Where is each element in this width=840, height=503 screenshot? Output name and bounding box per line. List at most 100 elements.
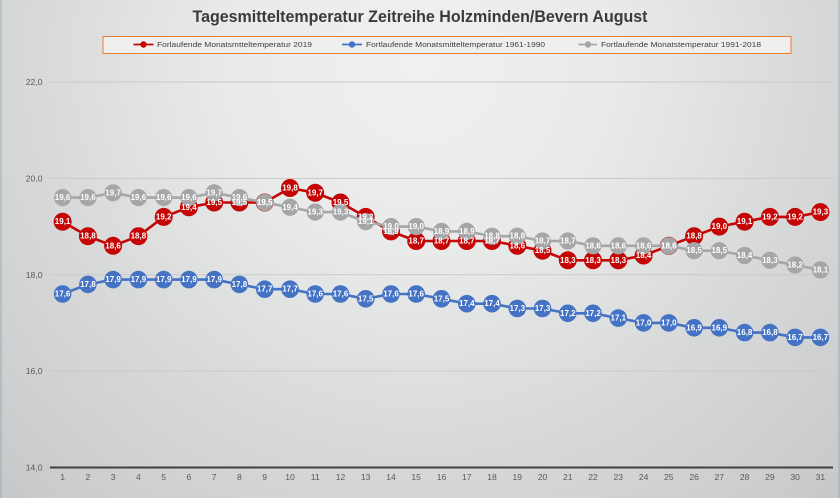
svg-text:19,0: 19,0	[712, 222, 728, 231]
svg-text:18,8: 18,8	[131, 232, 147, 241]
svg-text:21: 21	[563, 472, 573, 482]
svg-text:19,1: 19,1	[55, 217, 71, 226]
svg-text:18,1: 18,1	[813, 265, 829, 274]
svg-text:19: 19	[513, 472, 523, 482]
svg-text:17,1: 17,1	[611, 314, 627, 323]
svg-text:19,5: 19,5	[257, 198, 273, 207]
svg-text:18,7: 18,7	[459, 237, 475, 246]
svg-text:15: 15	[411, 472, 421, 482]
svg-text:18,7: 18,7	[535, 237, 551, 246]
svg-text:19,5: 19,5	[206, 198, 222, 207]
svg-text:18,4: 18,4	[737, 251, 753, 260]
svg-text:16,9: 16,9	[712, 323, 728, 332]
svg-text:17,7: 17,7	[257, 285, 273, 294]
svg-text:17,3: 17,3	[535, 304, 551, 313]
svg-text:19,5: 19,5	[257, 198, 273, 207]
svg-text:17,7: 17,7	[282, 285, 298, 294]
svg-text:19,2: 19,2	[156, 212, 172, 221]
svg-text:18,6: 18,6	[661, 241, 677, 250]
svg-text:18,7: 18,7	[484, 237, 500, 246]
svg-text:18,7: 18,7	[408, 237, 424, 246]
svg-text:18,9: 18,9	[459, 227, 475, 236]
svg-text:18,5: 18,5	[712, 246, 728, 255]
svg-text:Forlaufende Monatsmtteltempera: Forlaufende Monatsmtteltemperatur 2019	[157, 40, 312, 49]
svg-text:18,3: 18,3	[560, 256, 576, 265]
svg-text:18,5: 18,5	[686, 246, 702, 255]
svg-text:17,9: 17,9	[181, 275, 197, 284]
svg-text:22: 22	[588, 472, 598, 482]
svg-text:1: 1	[60, 472, 65, 482]
svg-text:18: 18	[487, 472, 497, 482]
svg-text:7: 7	[212, 472, 217, 482]
svg-text:17,4: 17,4	[484, 299, 500, 308]
svg-text:19,2: 19,2	[358, 212, 374, 221]
svg-text:14,0: 14,0	[26, 463, 43, 473]
svg-text:18,4: 18,4	[636, 251, 652, 260]
svg-text:23: 23	[614, 472, 624, 482]
svg-text:17,2: 17,2	[560, 309, 576, 318]
svg-text:14: 14	[386, 472, 396, 482]
svg-text:16: 16	[437, 472, 447, 482]
svg-text:19,7: 19,7	[206, 188, 222, 197]
svg-text:17,9: 17,9	[105, 275, 121, 284]
svg-text:20,0: 20,0	[26, 173, 43, 183]
svg-text:19,2: 19,2	[762, 212, 778, 221]
svg-text:16,9: 16,9	[686, 323, 702, 332]
svg-text:Fortlaufende Monatstemperatur: Fortlaufende Monatstemperatur 1991-2018	[601, 40, 761, 49]
svg-text:18,9: 18,9	[383, 227, 399, 236]
svg-text:18,8: 18,8	[686, 232, 702, 241]
svg-text:18,2: 18,2	[787, 261, 803, 270]
svg-text:17,9: 17,9	[206, 275, 222, 284]
svg-text:19,5: 19,5	[232, 198, 248, 207]
svg-text:17,6: 17,6	[408, 290, 424, 299]
svg-text:19,6: 19,6	[232, 193, 248, 202]
svg-text:17,9: 17,9	[156, 275, 172, 284]
svg-text:6: 6	[187, 472, 192, 482]
svg-text:5: 5	[161, 472, 166, 482]
svg-text:25: 25	[664, 472, 674, 482]
svg-text:26: 26	[689, 472, 699, 482]
svg-text:28: 28	[740, 472, 750, 482]
svg-text:17,8: 17,8	[80, 280, 96, 289]
svg-text:12: 12	[336, 472, 346, 482]
svg-text:19,6: 19,6	[80, 193, 96, 202]
svg-text:19,5: 19,5	[333, 198, 349, 207]
svg-text:17,0: 17,0	[636, 318, 652, 327]
svg-text:Fortlaufende Monatsmitteltempe: Fortlaufende Monatsmitteltemperatur 1961…	[366, 40, 545, 49]
svg-text:18,8: 18,8	[510, 232, 526, 241]
svg-text:10: 10	[285, 472, 295, 482]
svg-text:19,7: 19,7	[105, 188, 121, 197]
svg-text:19,6: 19,6	[131, 193, 147, 202]
svg-text:3: 3	[111, 472, 116, 482]
svg-text:2: 2	[86, 472, 91, 482]
svg-text:19,3: 19,3	[333, 208, 349, 217]
svg-text:17: 17	[462, 472, 472, 482]
svg-text:17,0: 17,0	[661, 318, 677, 327]
svg-text:18,6: 18,6	[585, 241, 601, 250]
svg-text:17,5: 17,5	[434, 294, 450, 303]
svg-text:19,4: 19,4	[181, 203, 197, 212]
svg-text:18,6: 18,6	[510, 241, 526, 250]
svg-text:19,7: 19,7	[307, 188, 323, 197]
svg-text:11: 11	[311, 472, 320, 482]
svg-text:19,0: 19,0	[383, 222, 399, 231]
svg-text:18,8: 18,8	[80, 232, 96, 241]
svg-text:16,7: 16,7	[813, 333, 829, 342]
svg-text:27: 27	[715, 472, 725, 482]
svg-text:19,0: 19,0	[408, 222, 424, 231]
svg-text:19,1: 19,1	[358, 217, 374, 226]
svg-text:22,0: 22,0	[26, 77, 43, 87]
svg-text:18,3: 18,3	[585, 256, 601, 265]
svg-text:19,4: 19,4	[282, 203, 298, 212]
svg-text:8: 8	[237, 472, 242, 482]
svg-text:17,6: 17,6	[383, 290, 399, 299]
svg-text:19,6: 19,6	[156, 193, 172, 202]
svg-text:19,1: 19,1	[737, 217, 753, 226]
svg-text:30: 30	[790, 472, 800, 482]
svg-text:17,3: 17,3	[510, 304, 526, 313]
svg-text:19,2: 19,2	[787, 212, 803, 221]
svg-text:19,6: 19,6	[55, 193, 71, 202]
svg-text:18,8: 18,8	[484, 232, 500, 241]
svg-text:16,7: 16,7	[787, 333, 803, 342]
svg-text:16,8: 16,8	[737, 328, 753, 337]
